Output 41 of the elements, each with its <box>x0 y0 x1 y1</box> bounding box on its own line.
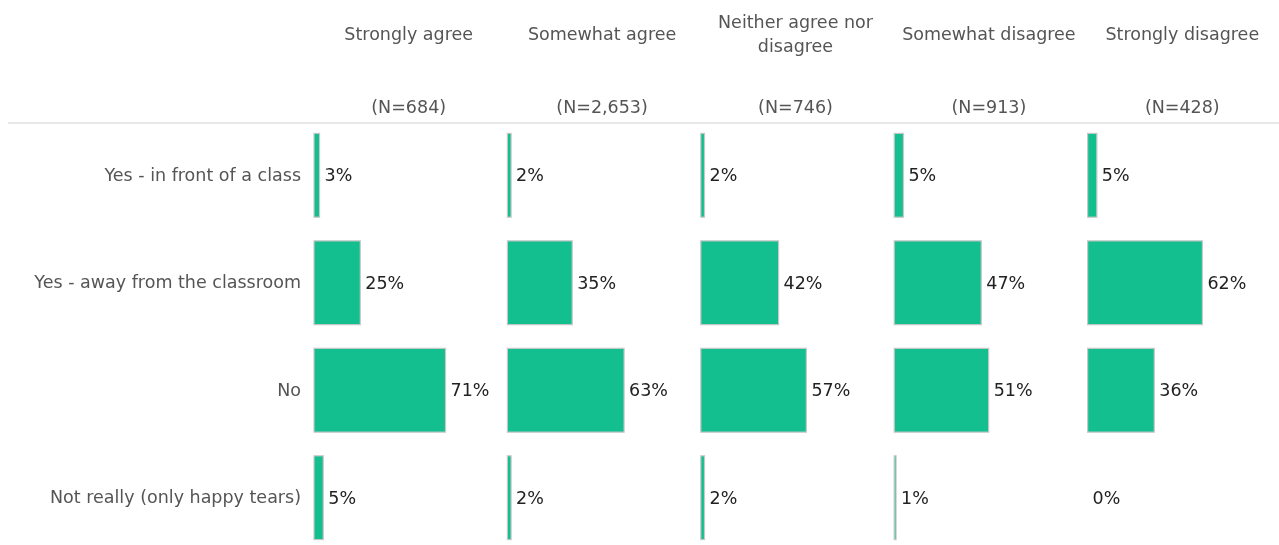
y-tick-label: No <box>277 379 301 400</box>
data-label: 0% <box>1092 487 1121 508</box>
bar <box>313 455 324 541</box>
chart-title: Somewhat agree <box>527 24 677 44</box>
chart-title: Neither agree nor disagree <box>718 12 874 56</box>
data-label: 63% <box>629 380 668 401</box>
data-label: 2% <box>516 487 544 508</box>
bar <box>893 132 905 218</box>
bar <box>893 347 990 433</box>
data-label: 35% <box>577 272 617 293</box>
chart-title: Strongly disagree <box>1105 24 1260 44</box>
data-label: 71% <box>450 380 490 401</box>
data-label: 62% <box>1207 272 1247 293</box>
chart-subtitle: (N=2,653) <box>556 97 648 117</box>
y-tick-label: Yes - away from the classroom <box>33 272 301 293</box>
chart-subtitle: (N=746) <box>758 97 833 117</box>
bar <box>313 347 447 433</box>
data-label: 47% <box>986 272 1026 293</box>
bar <box>313 132 321 218</box>
chart-title: Somewhat disagree <box>902 24 1076 44</box>
chart-subtitle: (N=428) <box>1144 97 1220 117</box>
chart-subtitle: (N=684) <box>371 97 447 117</box>
chart-subtitle: (N=913) <box>951 97 1027 117</box>
data-label: 5% <box>908 165 937 186</box>
y-tick-label: Not really (only happy tears) <box>49 487 301 508</box>
chart-title: Strongly agree <box>344 24 474 44</box>
bar <box>893 240 982 326</box>
y-tick-label: Yes - in front of a class <box>103 164 301 185</box>
data-label: 2% <box>709 165 738 186</box>
data-label: 2% <box>709 487 738 508</box>
data-label: 51% <box>993 380 1033 401</box>
data-label: 36% <box>1159 380 1199 401</box>
data-label: 5% <box>328 487 357 508</box>
data-label: 1% <box>901 487 929 508</box>
data-label: 2% <box>516 165 544 186</box>
data-label: 57% <box>811 380 851 401</box>
data-label: 25% <box>365 272 405 293</box>
data-label: 3% <box>324 165 353 186</box>
data-label: 5% <box>1101 165 1130 186</box>
data-label: 42% <box>783 272 823 293</box>
bar <box>313 240 361 326</box>
